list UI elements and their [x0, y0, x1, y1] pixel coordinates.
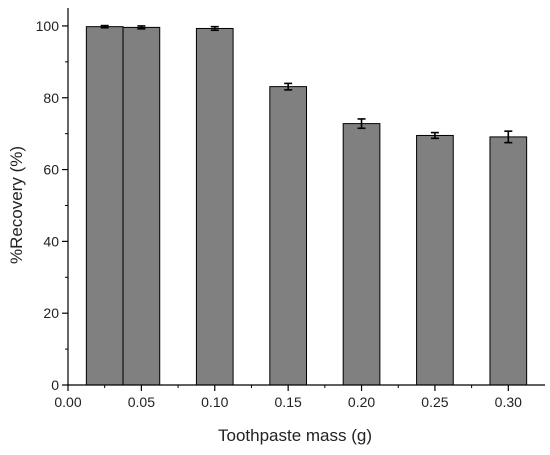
- x-tick-label-6: 0.30: [495, 394, 522, 410]
- error-bar-6: [504, 130, 513, 144]
- y-tick-label-2: 40: [43, 233, 59, 249]
- ticks-layer: 0 20 40 60 80 100 0.00 0.05 0.10 0.15 0.20 0.25 0.30: [36, 18, 523, 410]
- bar-3: [269, 86, 307, 386]
- y-axis-title: %Recovery (%): [7, 146, 26, 264]
- x-tick-label-1: 0.05: [128, 394, 155, 410]
- bar-5: [416, 134, 454, 386]
- y-tick-label-5: 100: [36, 18, 60, 34]
- error-bar-4: [357, 118, 366, 130]
- x-axis-title: Toothpaste mass (g): [218, 426, 372, 445]
- error-bars-layer: [100, 24, 513, 144]
- error-bar-1: [137, 25, 146, 30]
- y-tick-label-4: 80: [43, 90, 59, 106]
- axes-layer: [67, 8, 545, 386]
- error-bar-0: [100, 24, 109, 29]
- y-tick-label-0: 0: [51, 377, 59, 393]
- y-tick-label-3: 60: [43, 162, 59, 178]
- bar-2: [195, 27, 234, 386]
- x-tick-label-5: 0.25: [421, 394, 448, 410]
- error-bar-3: [284, 82, 293, 91]
- bar-1: [122, 26, 161, 386]
- bar-0: [85, 26, 124, 386]
- error-bar-5: [430, 131, 439, 140]
- x-tick-label-4: 0.20: [348, 394, 375, 410]
- error-bar-2: [210, 25, 219, 32]
- x-tick-label-3: 0.15: [275, 394, 302, 410]
- bar-4: [342, 123, 381, 386]
- x-tick-label-0: 0.00: [54, 394, 81, 410]
- y-tick-label-1: 20: [43, 305, 59, 321]
- x-tick-label-2: 0.10: [201, 394, 228, 410]
- bar-6: [489, 136, 528, 386]
- bars-layer: [85, 26, 528, 386]
